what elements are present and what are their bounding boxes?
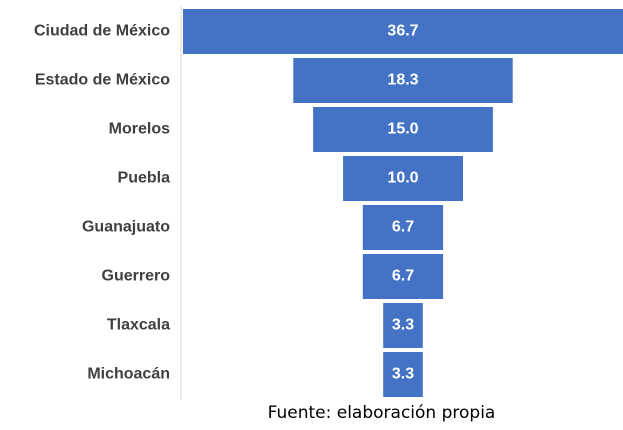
value-label: 3.3 — [392, 317, 414, 334]
bar — [383, 352, 423, 397]
bar — [383, 303, 423, 348]
category-labels-group: Ciudad de México Estado de México Morelos P… — [34, 23, 170, 383]
category-label: Michoacán — [87, 366, 170, 383]
value-label: 10.0 — [387, 170, 418, 187]
category-label: Estado de México — [35, 72, 170, 89]
category-label: Morelos — [109, 121, 170, 138]
value-label: 6.7 — [392, 268, 414, 285]
value-label: 6.7 — [392, 219, 414, 236]
value-label: 15.0 — [387, 121, 418, 138]
category-label: Guanajuato — [82, 219, 170, 236]
source-note: Fuente: elaboración propia — [267, 403, 496, 423]
bar — [293, 58, 513, 103]
value-label: 36.7 — [387, 23, 418, 40]
bar — [313, 107, 493, 152]
category-label: Guerrero — [102, 268, 171, 285]
value-label: 3.3 — [392, 366, 414, 383]
category-label: Tlaxcala — [107, 317, 170, 334]
category-label: Ciudad de México — [34, 23, 170, 40]
bar — [362, 254, 444, 299]
value-label: 18.3 — [387, 72, 418, 89]
bars-group — [183, 9, 623, 397]
category-label: Puebla — [118, 170, 171, 187]
bar — [343, 156, 463, 201]
bar — [183, 9, 623, 54]
bar — [362, 205, 444, 250]
value-labels-group: 36.7 18.3 15.0 10.0 6.7 6.7 3.3 3.3 — [387, 23, 418, 383]
